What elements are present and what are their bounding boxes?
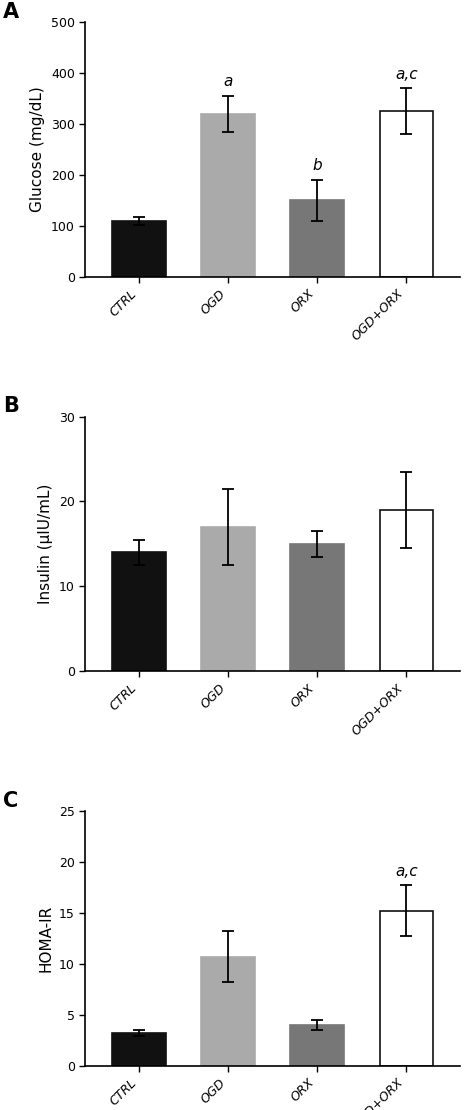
Text: b: b xyxy=(312,159,322,173)
Y-axis label: HOMA-IR: HOMA-IR xyxy=(38,905,54,972)
Bar xyxy=(201,527,255,672)
Bar xyxy=(112,221,165,276)
Bar xyxy=(112,553,165,672)
Text: a,c: a,c xyxy=(395,67,418,82)
Bar xyxy=(291,544,344,672)
Bar xyxy=(380,111,433,276)
Bar xyxy=(291,1025,344,1066)
Bar xyxy=(380,911,433,1066)
Text: a,c: a,c xyxy=(395,865,418,879)
Y-axis label: Insulin (μIU/mL): Insulin (μIU/mL) xyxy=(38,484,54,604)
Bar xyxy=(380,509,433,672)
Text: C: C xyxy=(3,790,18,810)
Y-axis label: Glucose (mg/dL): Glucose (mg/dL) xyxy=(30,87,46,212)
Bar xyxy=(291,200,344,276)
Text: A: A xyxy=(3,2,19,22)
Text: B: B xyxy=(3,396,19,416)
Bar xyxy=(201,957,255,1066)
Bar xyxy=(112,1033,165,1066)
Text: a: a xyxy=(223,74,233,90)
Bar xyxy=(201,114,255,276)
